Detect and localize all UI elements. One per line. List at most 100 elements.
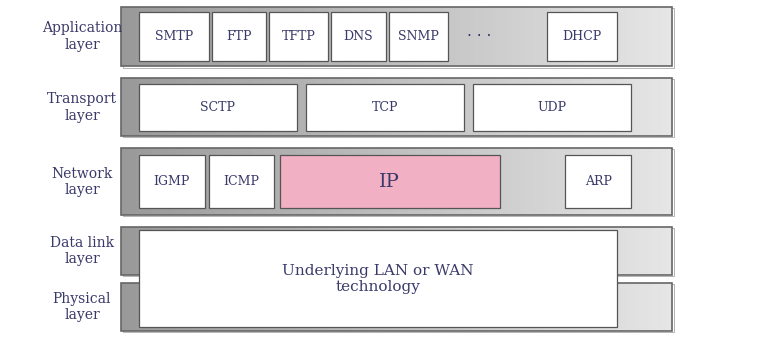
Bar bbox=[351, 78, 356, 136]
Bar bbox=[341, 7, 347, 66]
Text: TCP: TCP bbox=[372, 101, 398, 114]
Bar bbox=[571, 227, 576, 275]
Bar bbox=[254, 7, 259, 66]
Bar bbox=[396, 227, 401, 275]
Bar bbox=[263, 78, 269, 136]
Bar bbox=[470, 283, 475, 331]
Bar bbox=[355, 283, 360, 331]
Bar bbox=[231, 283, 237, 331]
Bar bbox=[245, 7, 250, 66]
Bar bbox=[309, 7, 315, 66]
Bar bbox=[598, 148, 604, 215]
Bar bbox=[447, 78, 452, 136]
Bar bbox=[144, 283, 149, 331]
Bar bbox=[123, 8, 674, 68]
Bar bbox=[359, 148, 365, 215]
Bar bbox=[461, 227, 466, 275]
Bar bbox=[461, 78, 466, 136]
Bar bbox=[571, 78, 576, 136]
Bar bbox=[351, 148, 356, 215]
Bar bbox=[447, 7, 452, 66]
Bar bbox=[562, 227, 567, 275]
Bar bbox=[167, 7, 173, 66]
Bar bbox=[387, 148, 393, 215]
Bar bbox=[319, 78, 323, 136]
Bar bbox=[617, 283, 622, 331]
Bar bbox=[506, 78, 512, 136]
Bar bbox=[474, 283, 480, 331]
Bar bbox=[387, 7, 393, 66]
Bar bbox=[580, 148, 585, 215]
Bar bbox=[658, 7, 663, 66]
Bar bbox=[447, 227, 452, 275]
Bar bbox=[305, 148, 310, 215]
Bar bbox=[562, 78, 567, 136]
Bar bbox=[359, 7, 365, 66]
Bar bbox=[451, 7, 457, 66]
Bar bbox=[162, 148, 168, 215]
Bar bbox=[635, 148, 640, 215]
Bar bbox=[369, 227, 374, 275]
Bar bbox=[451, 227, 457, 275]
Bar bbox=[378, 227, 383, 275]
Bar bbox=[176, 148, 181, 215]
Bar bbox=[351, 227, 356, 275]
Bar bbox=[483, 227, 489, 275]
Bar bbox=[626, 227, 631, 275]
Bar bbox=[314, 283, 319, 331]
Bar bbox=[589, 148, 594, 215]
Bar bbox=[130, 227, 136, 275]
Bar bbox=[373, 7, 379, 66]
Bar bbox=[584, 7, 590, 66]
Bar bbox=[148, 78, 154, 136]
Bar bbox=[236, 7, 241, 66]
Bar bbox=[373, 227, 379, 275]
Bar bbox=[502, 283, 508, 331]
Bar bbox=[465, 78, 470, 136]
Bar bbox=[544, 78, 548, 136]
Bar bbox=[378, 148, 383, 215]
Bar bbox=[236, 78, 241, 136]
Bar bbox=[429, 148, 434, 215]
Bar bbox=[259, 7, 264, 66]
Bar bbox=[433, 7, 438, 66]
Bar bbox=[405, 227, 411, 275]
Bar bbox=[419, 227, 425, 275]
Bar bbox=[199, 148, 205, 215]
Bar bbox=[547, 78, 553, 136]
Bar bbox=[525, 78, 530, 136]
Bar bbox=[410, 7, 415, 66]
Bar bbox=[172, 227, 177, 275]
Bar bbox=[571, 7, 576, 66]
Bar bbox=[594, 283, 599, 331]
Bar bbox=[167, 283, 173, 331]
Bar bbox=[621, 7, 626, 66]
Bar bbox=[126, 78, 131, 136]
Bar bbox=[405, 148, 411, 215]
Bar bbox=[515, 78, 521, 136]
Bar bbox=[649, 7, 654, 66]
Bar bbox=[268, 78, 273, 136]
Bar bbox=[566, 7, 572, 66]
Bar bbox=[437, 148, 443, 215]
Bar bbox=[295, 78, 301, 136]
Bar bbox=[534, 227, 540, 275]
Bar bbox=[236, 227, 241, 275]
Bar bbox=[331, 12, 386, 61]
Bar bbox=[653, 148, 658, 215]
Bar bbox=[346, 148, 351, 215]
Bar bbox=[378, 78, 383, 136]
Bar bbox=[180, 283, 186, 331]
Bar bbox=[525, 283, 530, 331]
Bar bbox=[562, 148, 567, 215]
Bar bbox=[392, 283, 397, 331]
Bar bbox=[236, 283, 241, 331]
Bar bbox=[525, 227, 530, 275]
Bar bbox=[557, 78, 562, 136]
Bar bbox=[539, 7, 544, 66]
Bar bbox=[493, 7, 498, 66]
Bar bbox=[180, 7, 186, 66]
Bar bbox=[241, 78, 246, 136]
Bar bbox=[241, 227, 246, 275]
Text: IGMP: IGMP bbox=[154, 175, 190, 188]
